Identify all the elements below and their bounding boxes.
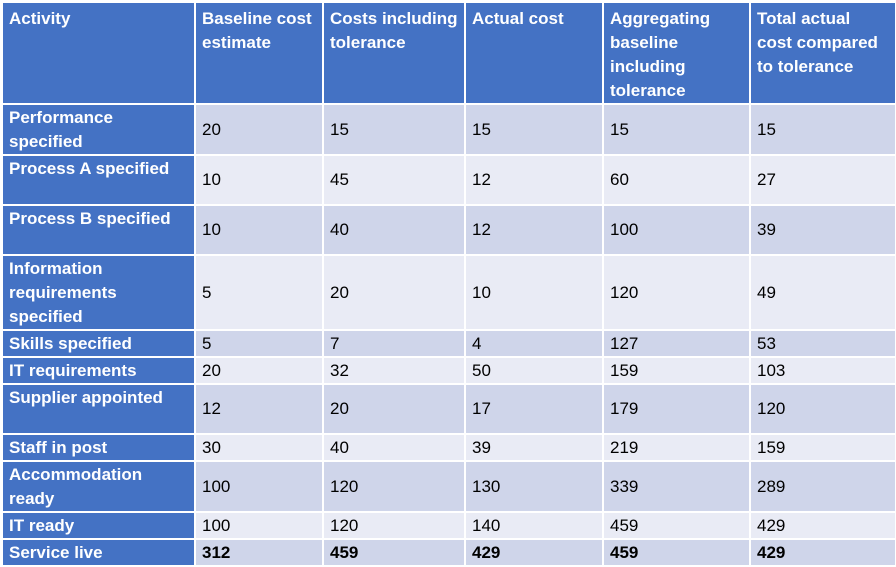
activity-label: IT requirements (1, 356, 196, 385)
activity-label: Performance specified (1, 103, 196, 156)
table-cell: 127 (602, 329, 751, 358)
table-row: Process B specified 10 40 12 100 39 (1, 204, 896, 256)
table-row: Staff in post 30 40 39 219 159 (1, 433, 896, 462)
table-cell: 32 (322, 356, 466, 385)
table-cell: 5 (194, 254, 324, 331)
table-cell: 103 (749, 356, 896, 385)
table-row: Supplier appointed 12 20 17 179 120 (1, 383, 896, 435)
table-cell: 12 (464, 204, 604, 256)
table-cell: 120 (322, 511, 466, 540)
table-cell: 289 (749, 460, 896, 513)
table-cell: 120 (322, 460, 466, 513)
table-cell: 39 (749, 204, 896, 256)
table-cell: 10 (194, 204, 324, 256)
table-cell: 179 (602, 383, 751, 435)
activity-label: Accommodation ready (1, 460, 196, 513)
table-row: IT requirements 20 32 50 159 103 (1, 356, 896, 385)
table-cell: 5 (194, 329, 324, 358)
table-cell: 140 (464, 511, 604, 540)
table-cell: 15 (749, 103, 896, 156)
table-row: Performance specified 20 15 15 15 15 (1, 103, 896, 156)
table-cell: 100 (194, 511, 324, 540)
table-cell: 219 (602, 433, 751, 462)
table-row: Skills specified 5 7 4 127 53 (1, 329, 896, 358)
table-row: IT ready 100 120 140 459 429 (1, 511, 896, 540)
activity-label: Information requirements specified (1, 254, 196, 331)
activity-label: Process B specified (1, 204, 196, 256)
table-cell: 120 (749, 383, 896, 435)
header-total-actual-vs-tolerance: Total actual cost compared to tolerance (749, 1, 896, 105)
table-cell: 459 (602, 511, 751, 540)
table-cell: 10 (194, 154, 324, 206)
header-activity: Activity (1, 1, 196, 105)
table-cell: 20 (322, 254, 466, 331)
table-cell: 20 (194, 103, 324, 156)
header-baseline-cost: Baseline cost estimate (194, 1, 324, 105)
table-cell: 15 (322, 103, 466, 156)
table-row: Information requirements specified 5 20 … (1, 254, 896, 331)
table-cell: 12 (194, 383, 324, 435)
table-cell: 100 (194, 460, 324, 513)
activity-label: Process A specified (1, 154, 196, 206)
table-cell: 53 (749, 329, 896, 358)
table-cell: 50 (464, 356, 604, 385)
table-cell: 120 (602, 254, 751, 331)
table-row: Process A specified 10 45 12 60 27 (1, 154, 896, 206)
header-costs-including-tolerance: Costs including tolerance (322, 1, 466, 105)
header-row: Activity Baseline cost estimate Costs in… (1, 1, 896, 105)
table-cell: 12 (464, 154, 604, 206)
activity-label: Staff in post (1, 433, 196, 462)
table-cell: 4 (464, 329, 604, 358)
table-cell: 100 (602, 204, 751, 256)
table-cell: 27 (749, 154, 896, 206)
table-cell: 60 (602, 154, 751, 206)
table-cell: 39 (464, 433, 604, 462)
header-aggregating-baseline: Aggregating baseline including tolerance (602, 1, 751, 105)
table-cell: 159 (749, 433, 896, 462)
header-actual-cost: Actual cost (464, 1, 604, 105)
table-cell: 20 (322, 383, 466, 435)
table-cell: 15 (464, 103, 604, 156)
activity-label: Supplier appointed (1, 383, 196, 435)
table-cell: 429 (749, 511, 896, 540)
activity-label: IT ready (1, 511, 196, 540)
table-cell: 130 (464, 460, 604, 513)
table-cell: 49 (749, 254, 896, 331)
table-cell: 45 (322, 154, 466, 206)
table-cell: 30 (194, 433, 324, 462)
table-cell: 17 (464, 383, 604, 435)
table-cell: 339 (602, 460, 751, 513)
table-cell: 15 (602, 103, 751, 156)
table-cell: 40 (322, 204, 466, 256)
table-cell: 10 (464, 254, 604, 331)
table-cell: 159 (602, 356, 751, 385)
table-row: Accommodation ready 100 120 130 339 289 (1, 460, 896, 513)
table-cell: 7 (322, 329, 466, 358)
activity-label: Skills specified (1, 329, 196, 358)
table-cell: 20 (194, 356, 324, 385)
table-cell: 40 (322, 433, 466, 462)
